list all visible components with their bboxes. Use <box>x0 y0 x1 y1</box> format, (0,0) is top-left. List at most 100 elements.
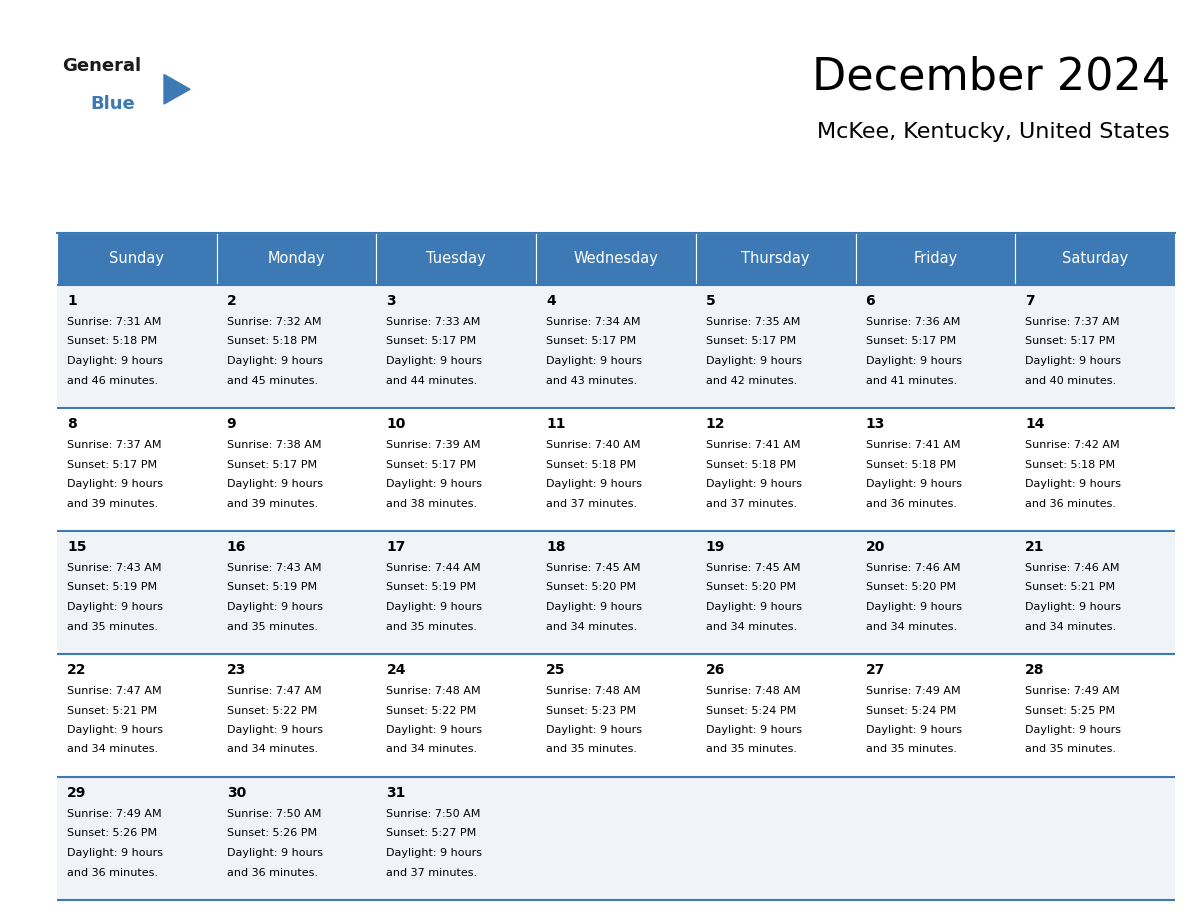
Text: and 34 minutes.: and 34 minutes. <box>227 744 318 755</box>
Text: Sunset: 5:19 PM: Sunset: 5:19 PM <box>67 583 157 592</box>
Bar <box>536 408 696 531</box>
Bar <box>377 654 536 777</box>
Text: Tuesday: Tuesday <box>426 252 486 266</box>
Text: Thursday: Thursday <box>741 252 810 266</box>
Text: and 35 minutes.: and 35 minutes. <box>1025 744 1117 755</box>
Text: Sunset: 5:18 PM: Sunset: 5:18 PM <box>227 337 317 346</box>
Text: Sunset: 5:18 PM: Sunset: 5:18 PM <box>866 460 955 469</box>
Text: Daylight: 9 hours: Daylight: 9 hours <box>866 602 961 612</box>
Text: Sunrise: 7:46 AM: Sunrise: 7:46 AM <box>1025 563 1120 573</box>
Text: Sunrise: 7:48 AM: Sunrise: 7:48 AM <box>546 686 640 696</box>
Text: and 40 minutes.: and 40 minutes. <box>1025 375 1117 386</box>
Bar <box>696 654 855 777</box>
Text: 2: 2 <box>227 294 236 308</box>
Bar <box>57 531 216 654</box>
Text: and 36 minutes.: and 36 minutes. <box>866 498 956 509</box>
Text: Sunrise: 7:31 AM: Sunrise: 7:31 AM <box>67 317 162 327</box>
Text: 9: 9 <box>227 417 236 431</box>
Text: Sunset: 5:20 PM: Sunset: 5:20 PM <box>866 583 955 592</box>
Text: 23: 23 <box>227 663 246 677</box>
Text: and 38 minutes.: and 38 minutes. <box>386 498 478 509</box>
Text: 10: 10 <box>386 417 406 431</box>
Text: Daylight: 9 hours: Daylight: 9 hours <box>866 479 961 489</box>
Text: 12: 12 <box>706 417 726 431</box>
Bar <box>536 777 696 900</box>
Bar <box>57 777 216 900</box>
Text: Sunrise: 7:50 AM: Sunrise: 7:50 AM <box>386 809 481 819</box>
Text: Sunset: 5:17 PM: Sunset: 5:17 PM <box>706 337 796 346</box>
Text: and 35 minutes.: and 35 minutes. <box>386 621 478 632</box>
Text: Sunset: 5:27 PM: Sunset: 5:27 PM <box>386 829 476 838</box>
Text: 5: 5 <box>706 294 715 308</box>
Text: Sunset: 5:24 PM: Sunset: 5:24 PM <box>706 706 796 715</box>
Text: Sunrise: 7:34 AM: Sunrise: 7:34 AM <box>546 317 640 327</box>
Text: and 34 minutes.: and 34 minutes. <box>1025 621 1117 632</box>
Bar <box>57 408 216 531</box>
Text: Sunrise: 7:42 AM: Sunrise: 7:42 AM <box>1025 440 1120 450</box>
Text: 30: 30 <box>227 786 246 800</box>
Text: Daylight: 9 hours: Daylight: 9 hours <box>67 356 163 366</box>
Text: Sunset: 5:17 PM: Sunset: 5:17 PM <box>546 337 637 346</box>
Text: Daylight: 9 hours: Daylight: 9 hours <box>386 602 482 612</box>
Text: Blue: Blue <box>90 95 134 113</box>
Text: Friday: Friday <box>914 252 958 266</box>
Text: Daylight: 9 hours: Daylight: 9 hours <box>706 725 802 735</box>
Text: Daylight: 9 hours: Daylight: 9 hours <box>386 479 482 489</box>
Text: Sunrise: 7:41 AM: Sunrise: 7:41 AM <box>866 440 960 450</box>
Text: and 35 minutes.: and 35 minutes. <box>706 744 797 755</box>
Text: Daylight: 9 hours: Daylight: 9 hours <box>546 479 643 489</box>
Text: Sunrise: 7:48 AM: Sunrise: 7:48 AM <box>386 686 481 696</box>
Polygon shape <box>164 74 190 104</box>
Text: and 35 minutes.: and 35 minutes. <box>866 744 956 755</box>
Text: Sunset: 5:26 PM: Sunset: 5:26 PM <box>227 829 317 838</box>
Text: Daylight: 9 hours: Daylight: 9 hours <box>67 848 163 858</box>
Bar <box>216 408 377 531</box>
Bar <box>855 777 1016 900</box>
Text: Daylight: 9 hours: Daylight: 9 hours <box>1025 356 1121 366</box>
Text: Saturday: Saturday <box>1062 252 1129 266</box>
Text: Sunrise: 7:47 AM: Sunrise: 7:47 AM <box>67 686 162 696</box>
Text: and 37 minutes.: and 37 minutes. <box>706 498 797 509</box>
Text: Daylight: 9 hours: Daylight: 9 hours <box>227 356 323 366</box>
Text: and 34 minutes.: and 34 minutes. <box>706 621 797 632</box>
Bar <box>855 654 1016 777</box>
Text: Daylight: 9 hours: Daylight: 9 hours <box>227 479 323 489</box>
Bar <box>377 285 536 408</box>
Text: Sunrise: 7:40 AM: Sunrise: 7:40 AM <box>546 440 640 450</box>
Text: Sunset: 5:17 PM: Sunset: 5:17 PM <box>67 460 157 469</box>
Text: Sunrise: 7:48 AM: Sunrise: 7:48 AM <box>706 686 801 696</box>
Bar <box>696 531 855 654</box>
Text: Monday: Monday <box>267 252 326 266</box>
Text: Sunset: 5:20 PM: Sunset: 5:20 PM <box>706 583 796 592</box>
Bar <box>696 233 855 285</box>
Text: and 34 minutes.: and 34 minutes. <box>386 744 478 755</box>
Text: 3: 3 <box>386 294 396 308</box>
Text: 31: 31 <box>386 786 406 800</box>
Bar <box>696 777 855 900</box>
Text: and 36 minutes.: and 36 minutes. <box>227 868 317 878</box>
Text: and 35 minutes.: and 35 minutes. <box>227 621 317 632</box>
Text: Sunrise: 7:50 AM: Sunrise: 7:50 AM <box>227 809 321 819</box>
Text: Sunrise: 7:39 AM: Sunrise: 7:39 AM <box>386 440 481 450</box>
Text: Daylight: 9 hours: Daylight: 9 hours <box>706 479 802 489</box>
Text: Sunset: 5:23 PM: Sunset: 5:23 PM <box>546 706 637 715</box>
Text: Sunrise: 7:37 AM: Sunrise: 7:37 AM <box>67 440 162 450</box>
Text: 15: 15 <box>67 540 87 554</box>
Bar <box>57 285 216 408</box>
Text: Daylight: 9 hours: Daylight: 9 hours <box>1025 602 1121 612</box>
Text: 4: 4 <box>546 294 556 308</box>
Text: Wednesday: Wednesday <box>574 252 658 266</box>
Text: 7: 7 <box>1025 294 1035 308</box>
Text: Daylight: 9 hours: Daylight: 9 hours <box>227 602 323 612</box>
Text: 19: 19 <box>706 540 725 554</box>
Text: 13: 13 <box>866 417 885 431</box>
Text: Daylight: 9 hours: Daylight: 9 hours <box>706 356 802 366</box>
Text: 18: 18 <box>546 540 565 554</box>
Text: 8: 8 <box>67 417 77 431</box>
Text: Sunrise: 7:32 AM: Sunrise: 7:32 AM <box>227 317 321 327</box>
Text: Sunrise: 7:44 AM: Sunrise: 7:44 AM <box>386 563 481 573</box>
Text: General: General <box>62 57 141 75</box>
Text: Daylight: 9 hours: Daylight: 9 hours <box>1025 479 1121 489</box>
Text: 1: 1 <box>67 294 77 308</box>
Text: 28: 28 <box>1025 663 1044 677</box>
